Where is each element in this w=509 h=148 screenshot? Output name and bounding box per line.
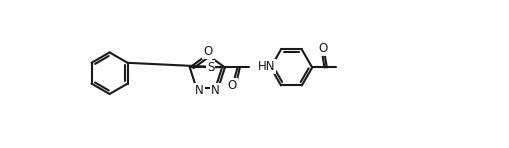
Text: N: N	[195, 84, 204, 97]
Text: S: S	[207, 61, 214, 74]
Text: HN: HN	[258, 60, 275, 73]
Text: O: O	[318, 42, 328, 55]
Text: O: O	[228, 79, 237, 92]
Text: O: O	[204, 45, 213, 58]
Text: N: N	[211, 84, 219, 97]
